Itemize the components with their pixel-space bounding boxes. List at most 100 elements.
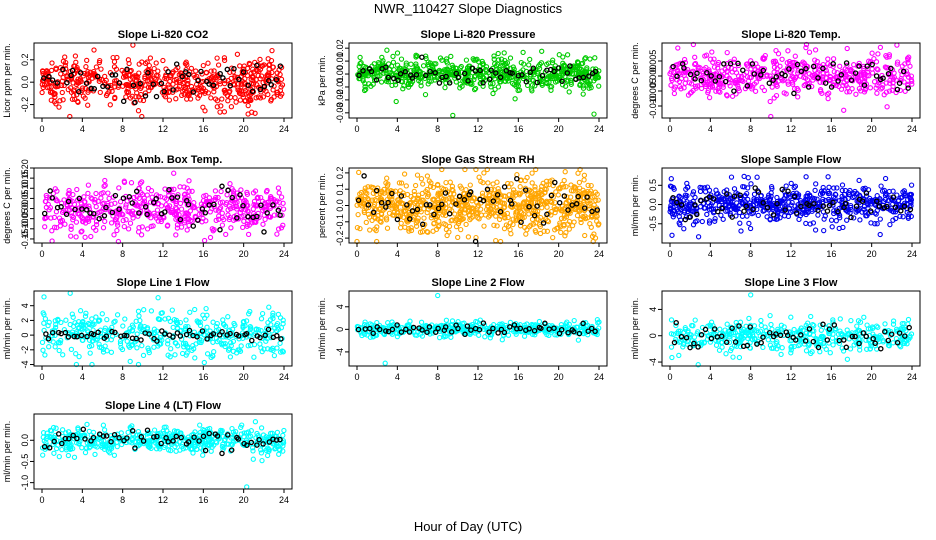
data-point xyxy=(458,63,464,70)
data-point xyxy=(170,87,176,93)
x-tick-label: 12 xyxy=(158,124,168,134)
data-point xyxy=(741,208,747,214)
data-point xyxy=(186,222,192,229)
data-point xyxy=(183,59,189,65)
data-point xyxy=(699,68,705,75)
data-point xyxy=(240,224,246,231)
data-point xyxy=(435,181,441,188)
data-point xyxy=(200,88,206,95)
data-point xyxy=(183,210,190,216)
data-point xyxy=(374,69,381,75)
data-point xyxy=(271,212,278,218)
data-point xyxy=(544,204,550,210)
y-tick-label: 0.01 xyxy=(335,52,345,70)
data-point xyxy=(507,55,514,61)
data-point xyxy=(265,199,271,205)
data-point xyxy=(356,63,362,70)
data-point xyxy=(176,78,182,84)
data-point xyxy=(564,52,571,58)
data-point xyxy=(539,187,545,194)
data-point xyxy=(407,216,413,222)
data-point xyxy=(244,191,251,197)
data-point xyxy=(585,182,591,189)
x-tick-label: 20 xyxy=(239,372,249,382)
data-point xyxy=(378,79,385,85)
x-tick-label: 4 xyxy=(708,124,713,134)
data-point xyxy=(83,80,90,86)
data-point xyxy=(274,332,280,339)
data-point xyxy=(208,95,214,101)
data-point xyxy=(111,232,117,238)
x-tick-label: 16 xyxy=(198,372,208,382)
data-point xyxy=(112,192,119,199)
data-point xyxy=(203,305,209,312)
data-point xyxy=(484,166,490,173)
data-point xyxy=(115,238,122,245)
data-point xyxy=(898,68,904,74)
data-point xyxy=(421,215,427,221)
data-point xyxy=(68,72,74,79)
x-tick-label: 24 xyxy=(279,124,289,134)
data-point xyxy=(153,60,159,66)
data-point xyxy=(49,60,55,66)
y-tick-label: 0.20 xyxy=(20,159,30,177)
data-point xyxy=(547,84,553,90)
data-point xyxy=(85,182,92,188)
data-point xyxy=(53,66,59,73)
x-tick-label: 20 xyxy=(554,249,564,259)
data-point xyxy=(413,54,419,60)
x-tick-label: 12 xyxy=(158,372,168,382)
data-point xyxy=(413,223,420,229)
data-point xyxy=(702,81,708,87)
data-point xyxy=(42,215,48,222)
data-point xyxy=(39,89,45,96)
data-point xyxy=(219,96,225,102)
data-point xyxy=(869,50,875,56)
data-point xyxy=(817,79,823,85)
data-point xyxy=(240,202,246,209)
data-point xyxy=(814,58,820,65)
data-point xyxy=(372,226,378,232)
data-point xyxy=(439,57,445,63)
data-point xyxy=(767,98,773,105)
data-point xyxy=(510,216,516,222)
data-point xyxy=(40,84,46,91)
x-tick-label: 4 xyxy=(708,249,713,259)
data-point xyxy=(384,183,391,189)
data-point xyxy=(581,207,588,214)
data-point xyxy=(183,331,190,338)
data-point xyxy=(738,228,744,234)
data-point xyxy=(41,320,47,326)
data-point xyxy=(784,60,790,66)
data-point xyxy=(501,205,507,211)
data-point xyxy=(254,213,260,220)
data-point xyxy=(170,324,176,331)
data-point xyxy=(494,192,501,198)
data-point xyxy=(711,56,717,62)
data-point xyxy=(873,73,880,79)
data-point xyxy=(457,85,463,91)
y-tick-label: 0.5 xyxy=(648,179,658,192)
data-point xyxy=(238,187,244,193)
data-point xyxy=(204,351,211,357)
data-point xyxy=(568,194,574,200)
data-point xyxy=(216,206,223,212)
data-point xyxy=(820,74,826,80)
data-point xyxy=(526,224,533,230)
data-point xyxy=(785,48,791,54)
data-point xyxy=(139,113,145,120)
data-point xyxy=(409,75,416,81)
data-point xyxy=(704,69,710,76)
data-point xyxy=(211,201,217,208)
data-point xyxy=(90,71,96,78)
data-point xyxy=(480,80,486,86)
data-point xyxy=(815,75,821,81)
data-point xyxy=(120,98,127,105)
data-point xyxy=(181,220,188,226)
data-point xyxy=(244,221,250,227)
data-point xyxy=(842,66,848,72)
data-point xyxy=(79,85,86,91)
panel-title: Slope Li-820 Temp. xyxy=(741,29,840,41)
data-point xyxy=(578,219,584,226)
y-tick-label: -0.010 xyxy=(648,93,658,119)
